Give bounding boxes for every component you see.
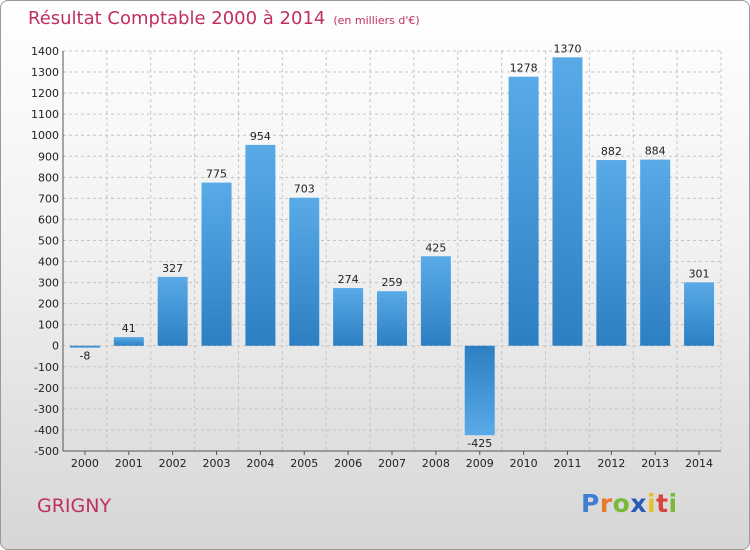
proxiti-logo: Proxiti [581, 489, 678, 518]
y-tick-label: 1300 [31, 66, 59, 79]
value-label-2006: 274 [338, 273, 359, 286]
chart-title: Résultat Comptable 2000 à 2014 [28, 8, 326, 29]
value-label-2008: 425 [425, 241, 446, 254]
bar-2012 [596, 160, 627, 346]
axes: 1400130012001100100090080070060050040030… [31, 45, 721, 470]
title-row: Résultat Comptable 2000 à 2014 (en millie… [28, 8, 420, 29]
x-tick-label: 2001 [115, 457, 143, 470]
logo-letter: r [599, 489, 613, 518]
bar-2002 [157, 276, 188, 346]
x-tick-label: 2007 [378, 457, 406, 470]
y-tick-label: 1400 [31, 45, 59, 58]
x-tick-label: 2010 [510, 457, 538, 470]
logo-letter: o [612, 489, 631, 518]
value-label-2001: 41 [122, 322, 136, 335]
data-labels: -8 41 327 775 954 703 274 259 425 -425 1278 1370 882… [79, 42, 709, 450]
y-tick-label: 0 [52, 340, 59, 353]
bar-2008 [420, 256, 451, 346]
value-label-2000: -8 [79, 350, 90, 363]
x-tick-label: 2000 [71, 457, 99, 470]
y-tick-label: -200 [34, 382, 59, 395]
logo-letter: P [581, 489, 600, 518]
y-tick-label: -500 [34, 445, 59, 458]
bar-2005 [289, 197, 320, 346]
value-label-2005: 703 [294, 183, 315, 196]
value-label-2009: -425 [467, 437, 492, 450]
value-label-2003: 775 [206, 168, 227, 181]
logo-letter: t [656, 489, 669, 518]
place-name: GRIGNY [37, 495, 112, 517]
y-tick-label: 900 [38, 150, 59, 163]
y-tick-label: 700 [38, 192, 59, 205]
bar-2003 [201, 182, 232, 346]
x-tick-label: 2008 [422, 457, 450, 470]
y-tick-label: 1000 [31, 129, 59, 142]
bar-2010 [508, 76, 539, 346]
y-tick-label: -300 [34, 403, 59, 416]
value-label-2010: 1278 [510, 62, 538, 75]
bar-2004 [245, 144, 276, 346]
y-tick-label: 1100 [31, 108, 59, 121]
bar-2013 [640, 159, 671, 346]
value-label-2004: 954 [250, 130, 271, 143]
y-tick-label: -100 [34, 361, 59, 374]
x-tick-label: 2006 [334, 457, 362, 470]
bar-2006 [333, 288, 364, 346]
x-tick-label: 2011 [553, 457, 581, 470]
bar-2014 [684, 282, 715, 346]
value-label-2013: 884 [645, 145, 666, 158]
y-tick-label: 400 [38, 256, 59, 269]
value-label-2002: 327 [162, 262, 183, 275]
value-label-2012: 882 [601, 145, 622, 158]
bar-2009 [464, 345, 495, 436]
logo-letter: x [630, 489, 647, 518]
logo-letter: i [668, 489, 678, 518]
logo-letter: i [647, 489, 657, 518]
y-tick-label: 300 [38, 277, 59, 290]
y-tick-label: 800 [38, 171, 59, 184]
bars [69, 57, 715, 436]
bar-2001 [113, 337, 144, 346]
x-tick-label: 2004 [246, 457, 274, 470]
bar-2011 [552, 57, 583, 346]
value-label-2007: 259 [382, 276, 403, 289]
y-tick-label: 200 [38, 298, 59, 311]
x-tick-label: 2002 [159, 457, 187, 470]
x-tick-label: 2012 [597, 457, 625, 470]
x-tick-label: 2013 [641, 457, 669, 470]
value-label-2014: 301 [689, 267, 710, 280]
y-tick-label: 1200 [31, 87, 59, 100]
y-tick-label: 600 [38, 213, 59, 226]
bar-2007 [377, 291, 407, 346]
bar-2000 [69, 345, 100, 348]
chart-subtitle: (en milliers d'€) [333, 14, 420, 27]
value-label-2011: 1370 [553, 42, 581, 55]
y-tick-label: 100 [38, 319, 59, 332]
x-tick-label: 2009 [466, 457, 494, 470]
x-tick-label: 2003 [203, 457, 231, 470]
y-tick-label: -400 [34, 424, 59, 437]
y-tick-label: 500 [38, 234, 59, 247]
x-tick-label: 2005 [290, 457, 318, 470]
x-tick-label: 2014 [685, 457, 713, 470]
